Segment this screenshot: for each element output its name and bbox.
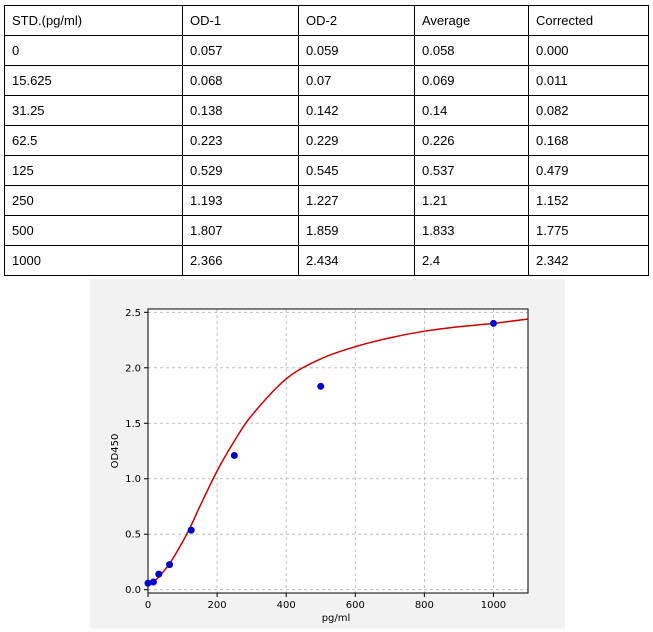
data-point: [187, 526, 195, 534]
table-cell: 0.057: [182, 35, 299, 66]
table-header-cell: OD-1: [182, 5, 299, 36]
table-cell: 0.537: [414, 155, 529, 186]
table-cell: 500: [4, 215, 183, 246]
standard-curve-table: STD.(pg/ml) OD-1 OD-2 Average Corrected 0 0.05…: [4, 5, 649, 276]
table-cell: 0.223: [182, 125, 299, 156]
table-cell: 0.059: [298, 35, 415, 66]
data-point: [144, 579, 152, 587]
plot-frame: [147, 308, 529, 594]
table-cell: 250: [4, 185, 183, 216]
y-tick-label: 0.5: [125, 530, 141, 541]
x-tick-label: 600: [346, 600, 365, 611]
table-cell: 0.07: [298, 65, 415, 96]
table-cell: 0.069: [414, 65, 529, 96]
y-tick-label: 2.0: [125, 363, 141, 374]
x-tick-label: 400: [277, 600, 296, 611]
table-cell: 0.142: [298, 95, 415, 126]
table-cell: 2.4: [414, 245, 529, 276]
table-cell: 2.342: [528, 245, 649, 276]
table-cell: 2.366: [182, 245, 299, 276]
table-cell: 1.775: [528, 215, 649, 246]
data-point: [230, 451, 238, 459]
x-tick-label: 200: [208, 600, 227, 611]
table-cell: 0.14: [414, 95, 529, 126]
y-tick-label: 2.5: [125, 308, 141, 319]
table-header-cell: Average: [414, 5, 529, 36]
table-cell: 1000: [4, 245, 183, 276]
table-header-cell: Corrected: [528, 5, 649, 36]
y-tick-label: 0.0: [125, 585, 141, 596]
table-cell: 1.152: [528, 185, 649, 216]
table-cell: 1.833: [414, 215, 529, 246]
x-tick-label: 800: [415, 600, 434, 611]
plot-area: [148, 309, 528, 593]
x-axis-label: pg/ml: [322, 613, 351, 624]
table-cell: 31.25: [4, 95, 183, 126]
data-point: [489, 319, 497, 327]
table-row: 1000 2.366 2.434 2.4 2.342: [4, 245, 649, 276]
table-header-row: STD.(pg/ml) OD-1 OD-2 Average Corrected: [4, 5, 649, 36]
y-tick-label: 1.0: [125, 474, 141, 485]
data-point: [155, 570, 163, 578]
table-row: 31.25 0.138 0.142 0.14 0.082: [4, 95, 649, 126]
table-row: 500 1.807 1.859 1.833 1.775: [4, 215, 649, 246]
table-row: 0 0.057 0.059 0.058 0.000: [4, 35, 649, 66]
y-axis-label: OD450: [110, 434, 121, 469]
y-tick-label: 1.5: [125, 419, 141, 430]
table-cell: 0.529: [182, 155, 299, 186]
table-header-cell: STD.(pg/ml): [4, 5, 183, 36]
data-point: [317, 382, 325, 390]
table-cell: 0.479: [528, 155, 649, 186]
data-point: [166, 561, 174, 569]
data-point: [149, 578, 157, 586]
x-tick-label: 1000: [481, 600, 506, 611]
table-cell: 0.226: [414, 125, 529, 156]
x-tick-label: 0: [145, 600, 151, 611]
